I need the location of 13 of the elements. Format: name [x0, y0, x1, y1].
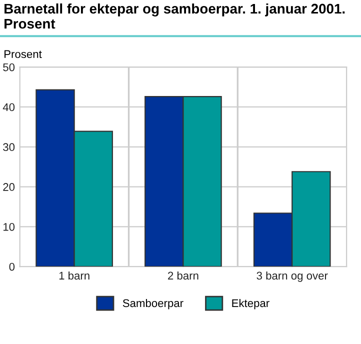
x-tick-label: 2 barn — [168, 271, 198, 280]
chart-title: Barnetall for ektepar og samboerpar. 1. januar 2001. Prosent — [4, 3, 345, 29]
y-tick-label: 20 — [3, 183, 15, 191]
x-tick-label: 3 barn og over — [256, 271, 328, 282]
y-tick-label: 40 — [2, 103, 15, 112]
x-tick-label: 1 barn — [59, 271, 90, 280]
y-axis-title: Prosent — [4, 50, 42, 58]
legend-label: Samboerpar — [122, 298, 184, 310]
legend-label: Ektepar — [232, 298, 270, 310]
y-tick-label: 0 — [9, 262, 15, 271]
y-tick-label: 50 — [3, 63, 15, 72]
y-tick-label: 10 — [3, 222, 15, 231]
y-tick-label: 30 — [3, 143, 15, 152]
